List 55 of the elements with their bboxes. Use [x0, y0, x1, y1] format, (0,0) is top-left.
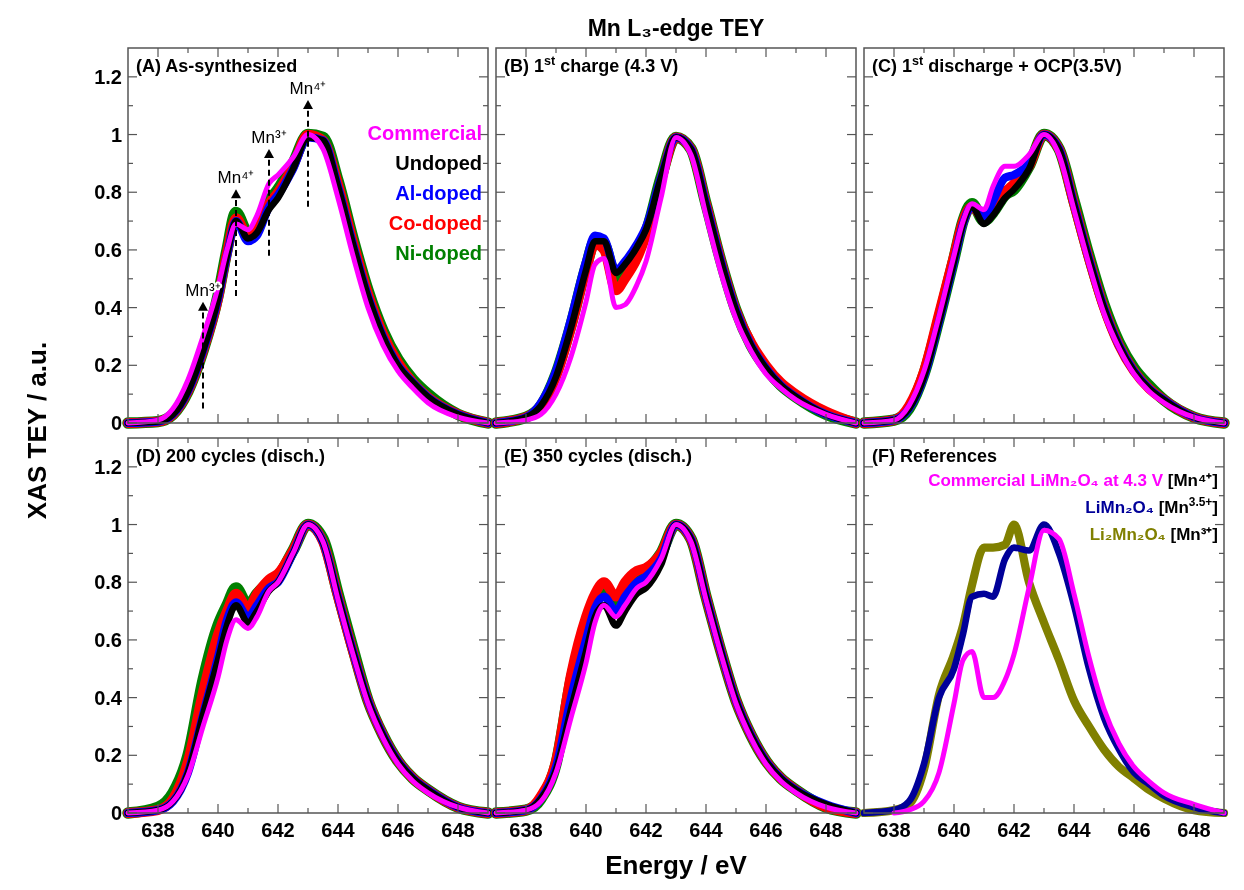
chart-subtitle: (C) 1$^{st}$ discharge + OCP(3.5V): [872, 54, 1122, 76]
y-tick-label: 0: [110, 802, 122, 824]
x-axis-title: Energy / eV: [605, 850, 748, 880]
y-tick-label: 0.6: [94, 238, 122, 261]
y-tick-label: 0.8: [94, 181, 122, 204]
y-tick-label: 0.8: [94, 571, 122, 594]
x-tick-label: 648: [441, 819, 475, 841]
x-tick-label: 638: [509, 819, 543, 841]
y-tick-label: 1.2: [94, 455, 122, 478]
annotation: [Mn⁴⁺]: [1167, 471, 1218, 490]
y-tick-label: 0.2: [94, 744, 122, 767]
x-tick-label: 642: [997, 819, 1031, 841]
chart-subtitle: (A) As-synthesized: [136, 56, 298, 76]
y-tick-label: 0.4: [94, 686, 123, 709]
chart-subtitle: (D) 200 cycles (disch.): [136, 446, 326, 466]
text: Commercial: [367, 122, 482, 144]
series-label: Ni-doped: [395, 242, 482, 264]
x-tick-label: 648: [1177, 819, 1211, 841]
chart-subtitle: (B) 1$^{st}$ charge (4.3 V): [504, 54, 679, 76]
x-tick-label: 644: [689, 819, 724, 841]
x-tick-label: 646: [749, 819, 783, 841]
x-tick-label: 644: [321, 819, 356, 841]
text: Undoped: [395, 152, 482, 174]
y-tick-label: 1.2: [94, 65, 122, 88]
x-tick-label: 646: [1117, 819, 1151, 841]
y-tick-label: 0.4: [94, 296, 123, 319]
y-tick-label: 0.6: [94, 628, 122, 651]
x-tick-label: 640: [201, 819, 235, 841]
x-tick-label: 646: [381, 819, 415, 841]
y-axis-title: XAS TEY / a.u.: [22, 341, 52, 520]
y-tick-label: 1: [110, 123, 122, 146]
x-tick-label: 640: [937, 819, 971, 841]
chart-title: Mn L₃-edge TEY: [587, 15, 765, 41]
annotation: [Mn³⁺]: [1170, 525, 1218, 544]
y-tick-label: 0: [110, 412, 122, 434]
x-tick-label: 648: [809, 819, 843, 841]
text: Li₂Mn₂O₄: [1089, 525, 1166, 544]
annotation: Mn⁴⁺: [217, 168, 255, 188]
annotation: [Mn$^{3.5+}$]: [1158, 495, 1218, 517]
chart-subtitle: (E) 350 cycles (disch.): [504, 446, 693, 466]
x-tick-label: 638: [877, 819, 911, 841]
chart-subtitle: (F) References: [872, 446, 998, 466]
series-label: Co-doped: [388, 212, 482, 234]
annotation: Mn³⁺: [251, 127, 287, 147]
text: Al-doped: [395, 182, 482, 204]
x-tick-label: 640: [569, 819, 603, 841]
text: LiMn₂O₄: [1085, 498, 1154, 517]
y-tick-label: 0.2: [94, 354, 122, 377]
x-tick-label: 642: [629, 819, 663, 841]
y-tick-label: 1: [110, 513, 122, 536]
x-tick-label: 642: [261, 819, 295, 841]
annotation: Mn⁴⁺: [289, 78, 327, 98]
x-tick-label: 638: [141, 819, 175, 841]
text: Commercial LiMn₂O₄ at 4.3 V: [928, 471, 1164, 490]
x-tick-label: 644: [1057, 819, 1092, 841]
